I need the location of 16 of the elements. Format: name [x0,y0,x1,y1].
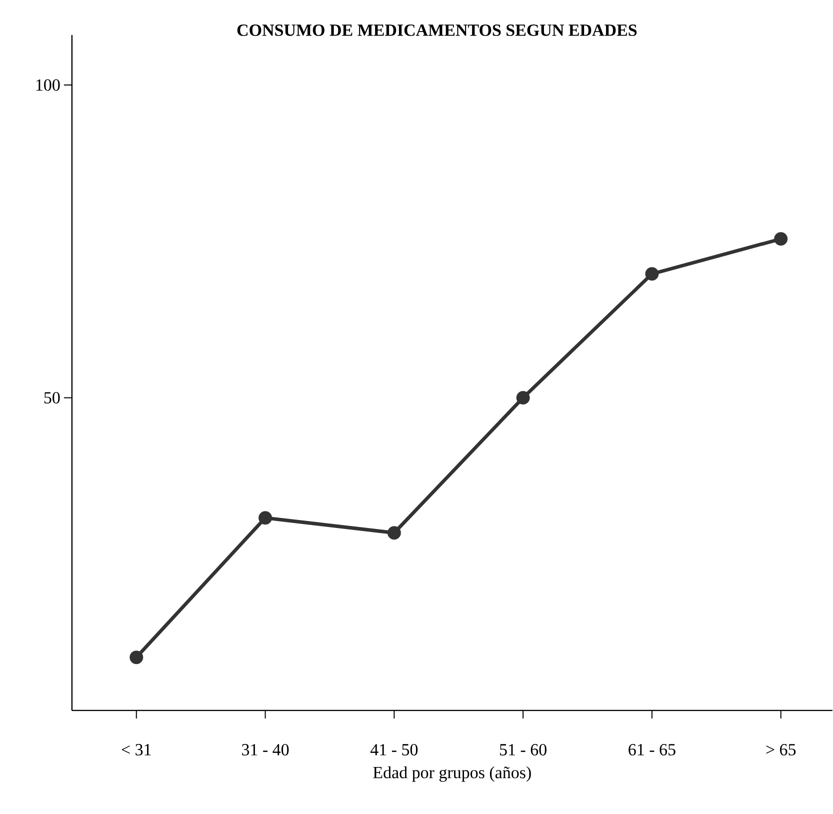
x-tick-label: < 31 [122,744,151,756]
x-tick-label: 31 - 40 [242,744,289,756]
point [774,232,788,246]
point [258,510,272,524]
point [516,390,530,404]
y-tick-label: 50 [44,392,60,404]
x-tick-label: > 65 [766,744,796,756]
point [387,526,401,540]
point [645,266,659,280]
y-tick-label: 100 [36,79,60,91]
x-tick-label: 51 - 60 [500,744,546,756]
chart-title: CONSUMO DE MEDICAMENTOS SEGUN EDADES [237,24,637,36]
x-axis-title: Edad por grupos (años) [373,766,531,782]
point [130,650,144,664]
x-tick-label: 61 - 65 [628,744,676,756]
x-tick-label: 41 - 50 [370,744,418,756]
